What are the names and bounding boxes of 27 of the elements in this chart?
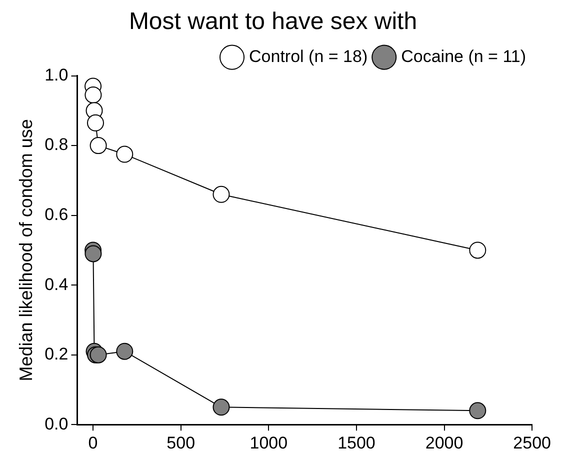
point [469,242,486,259]
y-tick-label: 0.2 [44,344,68,364]
point [469,402,486,420]
x-tick-label: 500 [166,433,196,452]
x-tick-label: 0 [88,433,98,452]
legend-label: Cocaine (n = 11) [401,46,526,66]
point [116,146,134,163]
x-tick-label: 1000 [250,433,288,452]
point [84,86,102,104]
y-tick-label: 1.0 [44,65,68,84]
y-tick-label: 0.6 [44,205,68,224]
point [90,137,107,154]
y-tick-label: 0.4 [44,274,68,294]
point [84,245,102,262]
x-tick-label: 2000 [425,433,464,452]
y-tick-label: 0.0 [44,414,68,434]
point [212,398,230,416]
y-axis-title: Median likelihood of condom use [16,119,36,382]
point [86,114,104,132]
y-tick-label: 0.8 [44,135,68,154]
point [212,186,230,203]
legend-label: Control (n = 18) [249,46,368,66]
x-tick-label: 2500 [513,433,552,452]
point [116,342,134,360]
x-tick-label: 1500 [338,433,376,452]
chart-title: Most want to have sex with [128,8,418,36]
point [90,346,107,364]
